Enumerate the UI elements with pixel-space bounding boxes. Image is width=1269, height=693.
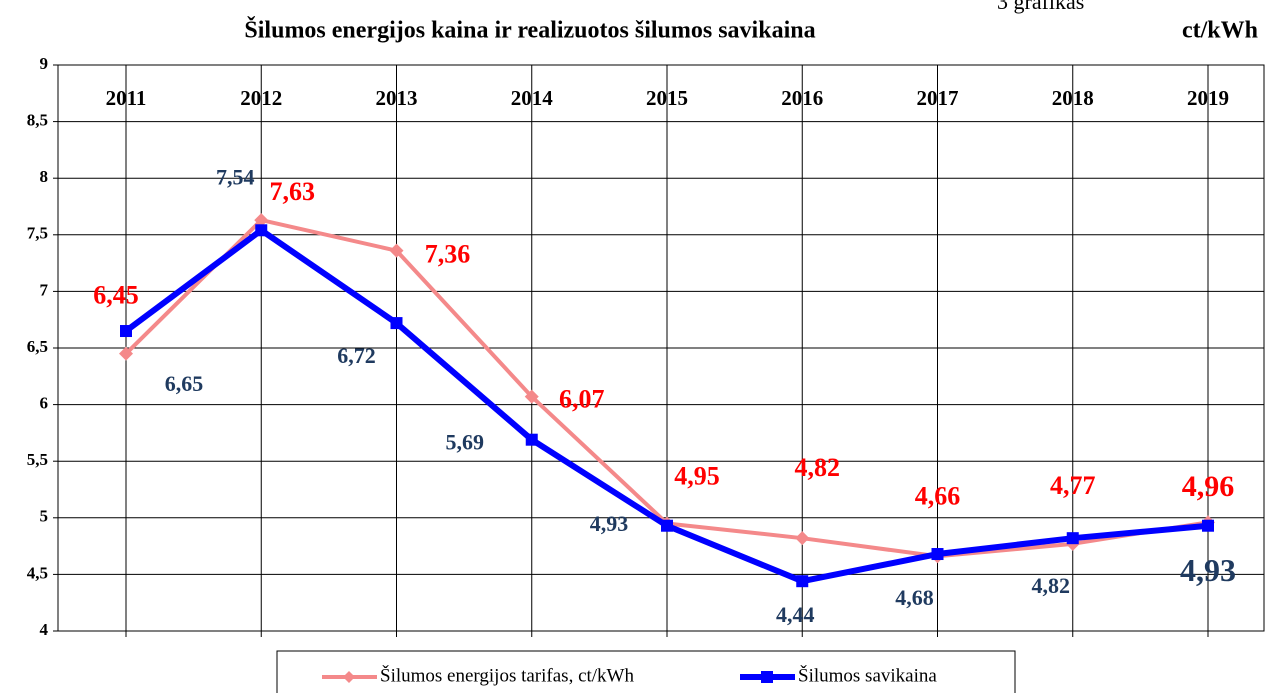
data-label: 4,44 <box>776 602 815 627</box>
marker <box>795 531 810 546</box>
data-label: 4,96 <box>1182 470 1235 503</box>
data-label: 4,95 <box>674 461 720 490</box>
y-tick-label: 9 <box>40 54 49 73</box>
x-tick-label: 2018 <box>1052 86 1094 110</box>
y-tick-label: 5 <box>40 507 49 526</box>
data-label: 4,82 <box>795 453 841 482</box>
y-tick-label: 8 <box>40 167 49 186</box>
x-tick-label: 2019 <box>1187 86 1229 110</box>
legend-label: Šilumos savikaina <box>798 664 937 686</box>
data-label: 5,69 <box>446 430 485 455</box>
data-label: 4,93 <box>1180 552 1236 588</box>
marker <box>524 389 539 404</box>
marker <box>525 433 538 446</box>
y-tick-label: 4 <box>40 620 49 639</box>
marker <box>120 325 132 338</box>
y-tick-label: 7 <box>40 280 49 299</box>
data-label: 4,68 <box>895 585 934 610</box>
legend-label: Šilumos energijos tarifas, ct/kWh <box>380 664 634 686</box>
marker <box>1202 519 1214 532</box>
y-tick-label: 7,5 <box>27 224 48 243</box>
x-tick-label: 2013 <box>376 86 418 110</box>
chart-title: Šilumos energijos kaina ir realizuotos š… <box>244 17 815 44</box>
legend-box <box>276 650 1016 693</box>
marker <box>796 575 809 588</box>
data-label: 7,63 <box>270 177 316 206</box>
x-tick-label: 2017 <box>917 86 959 110</box>
legend-marker <box>761 671 773 683</box>
legend-marker <box>343 671 355 683</box>
marker <box>390 317 403 330</box>
x-tick-label: 2014 <box>511 86 554 110</box>
marker <box>119 346 133 361</box>
data-label: 4,77 <box>1050 471 1096 500</box>
x-tick-label: 2011 <box>106 86 147 110</box>
marker <box>389 243 404 258</box>
unit-label: ct/kWh <box>1182 18 1258 44</box>
x-tick-label: 2012 <box>240 86 282 110</box>
y-tick-label: 6,5 <box>27 337 48 356</box>
y-tick-label: 4,5 <box>27 563 48 582</box>
marker <box>931 548 944 561</box>
marker <box>254 213 269 228</box>
marker <box>661 519 673 532</box>
data-label: 4,93 <box>590 511 629 536</box>
data-label: 7,36 <box>425 240 471 269</box>
data-label: 6,65 <box>165 371 204 396</box>
x-tick-label: 2015 <box>646 86 688 110</box>
marker <box>255 224 268 237</box>
y-tick-label: 6 <box>40 394 49 413</box>
marker <box>1066 532 1079 545</box>
x-tick-label: 2016 <box>781 86 823 110</box>
annotation: 3 grafikas <box>997 0 1084 14</box>
data-label: 6,45 <box>93 281 139 310</box>
y-tick-label: 5,5 <box>27 450 48 469</box>
data-label: 4,82 <box>1032 573 1071 598</box>
plot-border <box>57 64 1265 632</box>
data-label: 6,72 <box>337 343 376 368</box>
data-label: 4,66 <box>915 481 961 510</box>
data-label: 6,07 <box>559 385 605 414</box>
data-label: 7,54 <box>216 164 255 189</box>
y-tick-label: 8,5 <box>27 111 48 130</box>
